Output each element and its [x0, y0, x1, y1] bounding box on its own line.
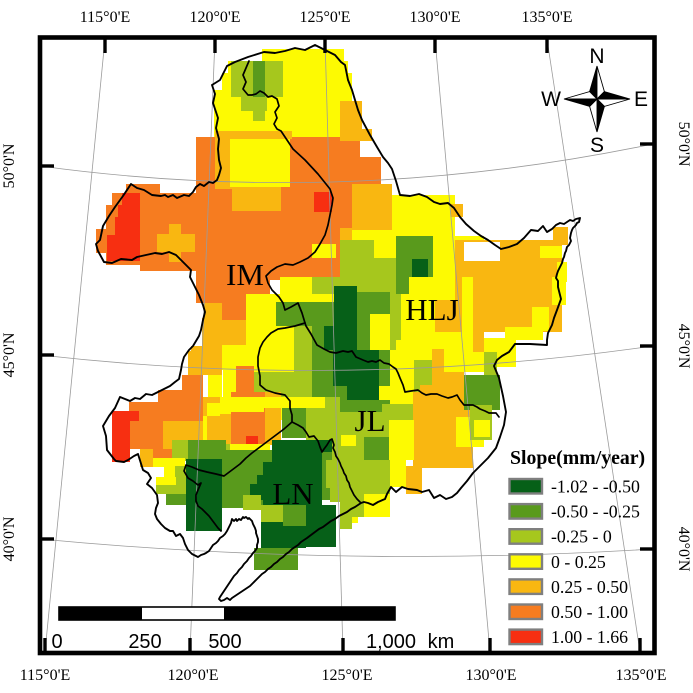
- svg-text:0 - 0.25: 0 - 0.25: [551, 552, 606, 572]
- svg-text:45°0'N: 45°0'N: [675, 324, 692, 369]
- svg-text:0: 0: [51, 631, 62, 653]
- svg-text:130°0'E: 130°0'E: [465, 667, 516, 684]
- svg-text:-0.25 - 0: -0.25 - 0: [551, 527, 612, 547]
- svg-text:40°0'N: 40°0'N: [675, 527, 692, 572]
- svg-text:-1.02 - -0.50: -1.02 - -0.50: [551, 477, 640, 497]
- svg-text:125°0'E: 125°0'E: [299, 9, 350, 26]
- svg-text:1.00 - 1.66: 1.00 - 1.66: [551, 627, 628, 647]
- svg-text:250: 250: [128, 631, 161, 653]
- svg-text:45°0'N: 45°0'N: [1, 332, 18, 377]
- svg-text:IM: IM: [226, 257, 264, 292]
- svg-text:115°0'E: 115°0'E: [80, 9, 130, 26]
- svg-text:120°0'E: 120°0'E: [189, 9, 240, 26]
- svg-text:Slope(mm/year): Slope(mm/year): [510, 447, 645, 469]
- svg-text:135°0'E: 135°0'E: [615, 667, 666, 684]
- svg-text:-0.50 - -0.25: -0.50 - -0.25: [551, 502, 640, 522]
- svg-text:40°0'N: 40°0'N: [1, 516, 18, 561]
- svg-text:1,000: 1,000: [366, 631, 416, 653]
- svg-text:50°0'N: 50°0'N: [675, 122, 692, 167]
- svg-text:km: km: [428, 631, 455, 653]
- svg-text:0.25 - 0.50: 0.25 - 0.50: [551, 577, 628, 597]
- svg-text:130°0'E: 130°0'E: [409, 9, 460, 26]
- svg-text:LN: LN: [272, 476, 313, 511]
- svg-text:50°0'N: 50°0'N: [1, 143, 18, 188]
- svg-text:115°0'E: 115°0'E: [20, 667, 70, 684]
- svg-text:N: N: [589, 45, 604, 68]
- svg-text:125°0'E: 125°0'E: [321, 667, 372, 684]
- svg-text:HLJ: HLJ: [405, 292, 458, 327]
- svg-text:0.50 - 1.00: 0.50 - 1.00: [551, 602, 628, 622]
- svg-text:JL: JL: [355, 403, 386, 438]
- svg-text:W: W: [541, 88, 561, 111]
- svg-text:500: 500: [208, 631, 241, 653]
- svg-text:S: S: [590, 134, 604, 157]
- svg-text:120°0'E: 120°0'E: [167, 667, 218, 684]
- svg-text:135°0'E: 135°0'E: [521, 9, 572, 26]
- svg-text:E: E: [634, 88, 648, 111]
